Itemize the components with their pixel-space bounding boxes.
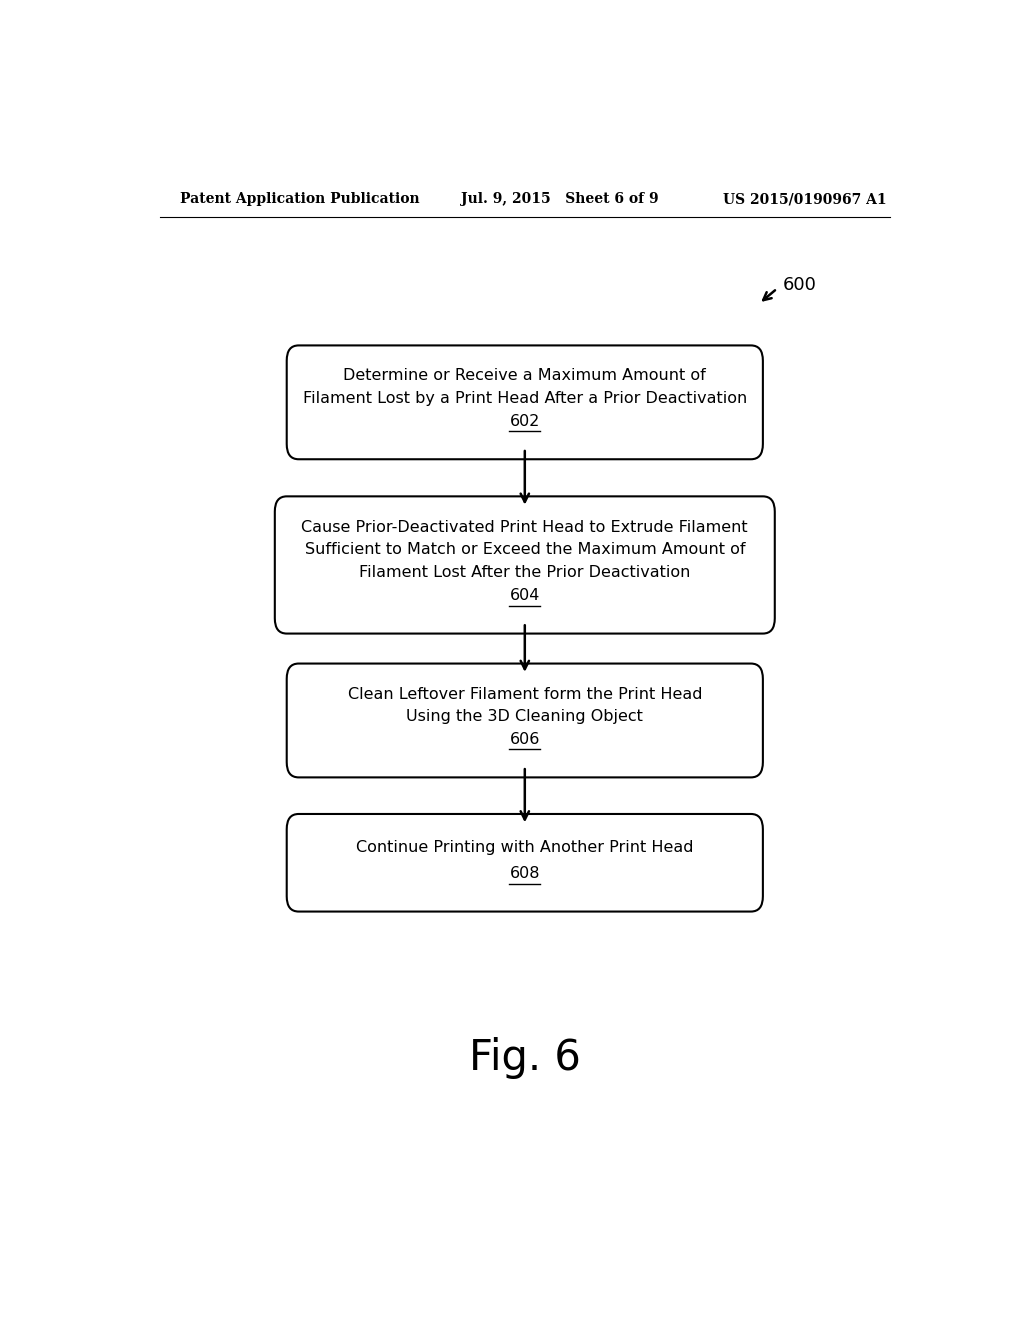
Text: 606: 606 — [510, 733, 540, 747]
Text: Jul. 9, 2015   Sheet 6 of 9: Jul. 9, 2015 Sheet 6 of 9 — [461, 191, 658, 206]
Text: 602: 602 — [510, 414, 540, 429]
Text: Cause Prior-Deactivated Print Head to Extrude Filament: Cause Prior-Deactivated Print Head to Ex… — [301, 520, 749, 535]
Text: Filament Lost by a Print Head After a Prior Deactivation: Filament Lost by a Print Head After a Pr… — [303, 391, 746, 405]
FancyBboxPatch shape — [287, 814, 763, 912]
FancyBboxPatch shape — [287, 346, 763, 459]
Text: 600: 600 — [782, 276, 816, 294]
Text: Clean Leftover Filament form the Print Head: Clean Leftover Filament form the Print H… — [347, 686, 702, 701]
Text: US 2015/0190967 A1: US 2015/0190967 A1 — [723, 191, 887, 206]
Text: Sufficient to Match or Exceed the Maximum Amount of: Sufficient to Match or Exceed the Maximu… — [304, 543, 745, 557]
Text: 604: 604 — [510, 589, 540, 603]
Text: Fig. 6: Fig. 6 — [469, 1038, 581, 1078]
Text: 608: 608 — [510, 866, 540, 882]
Text: Continue Printing with Another Print Head: Continue Printing with Another Print Hea… — [356, 840, 693, 855]
Text: Determine or Receive a Maximum Amount of: Determine or Receive a Maximum Amount of — [343, 368, 707, 383]
Text: Filament Lost After the Prior Deactivation: Filament Lost After the Prior Deactivati… — [359, 565, 690, 579]
Text: Patent Application Publication: Patent Application Publication — [179, 191, 419, 206]
Text: Using the 3D Cleaning Object: Using the 3D Cleaning Object — [407, 709, 643, 723]
FancyBboxPatch shape — [287, 664, 763, 777]
FancyBboxPatch shape — [274, 496, 775, 634]
